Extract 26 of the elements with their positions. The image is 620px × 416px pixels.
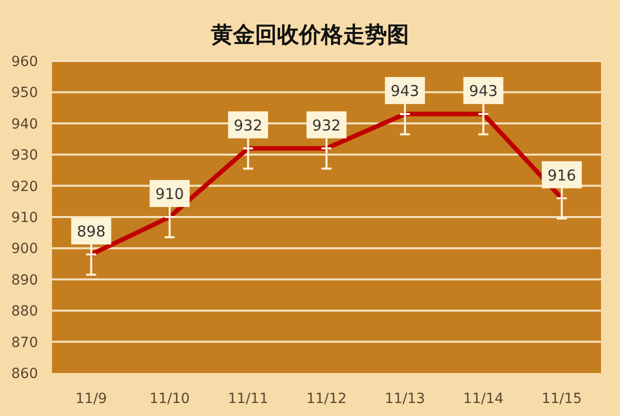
x-tick-label: 11/9	[75, 391, 107, 407]
y-tick-label: 880	[11, 304, 38, 320]
y-tick-label: 960	[11, 54, 38, 70]
data-label: 916	[547, 166, 576, 184]
y-tick-label: 950	[11, 85, 38, 102]
x-tick-label: 11/15	[542, 391, 582, 407]
data-label: 910	[155, 185, 184, 203]
x-tick-label: 11/11	[228, 391, 268, 407]
data-label: 932	[312, 116, 341, 134]
y-tick-label: 860	[11, 366, 38, 382]
data-label: 932	[234, 116, 262, 134]
y-tick-label: 870	[11, 334, 38, 351]
x-tick-label: 11/12	[306, 391, 347, 407]
y-tick-label: 890	[11, 272, 38, 288]
y-tick-label: 910	[11, 210, 38, 226]
data-label: 943	[390, 82, 420, 100]
y-tick-label: 930	[11, 148, 38, 164]
x-tick-label: 11/10	[149, 391, 190, 407]
y-tick-label: 940	[11, 116, 38, 132]
chart-title: 黄金回收价格走势图	[210, 22, 409, 48]
x-tick-label: 11/13	[384, 391, 426, 407]
y-tick-label: 920	[11, 178, 38, 195]
x-tick-label: 11/14	[463, 391, 504, 407]
data-label: 898	[76, 222, 106, 240]
y-tick-label: 900	[11, 241, 38, 258]
data-label: 943	[469, 82, 498, 100]
